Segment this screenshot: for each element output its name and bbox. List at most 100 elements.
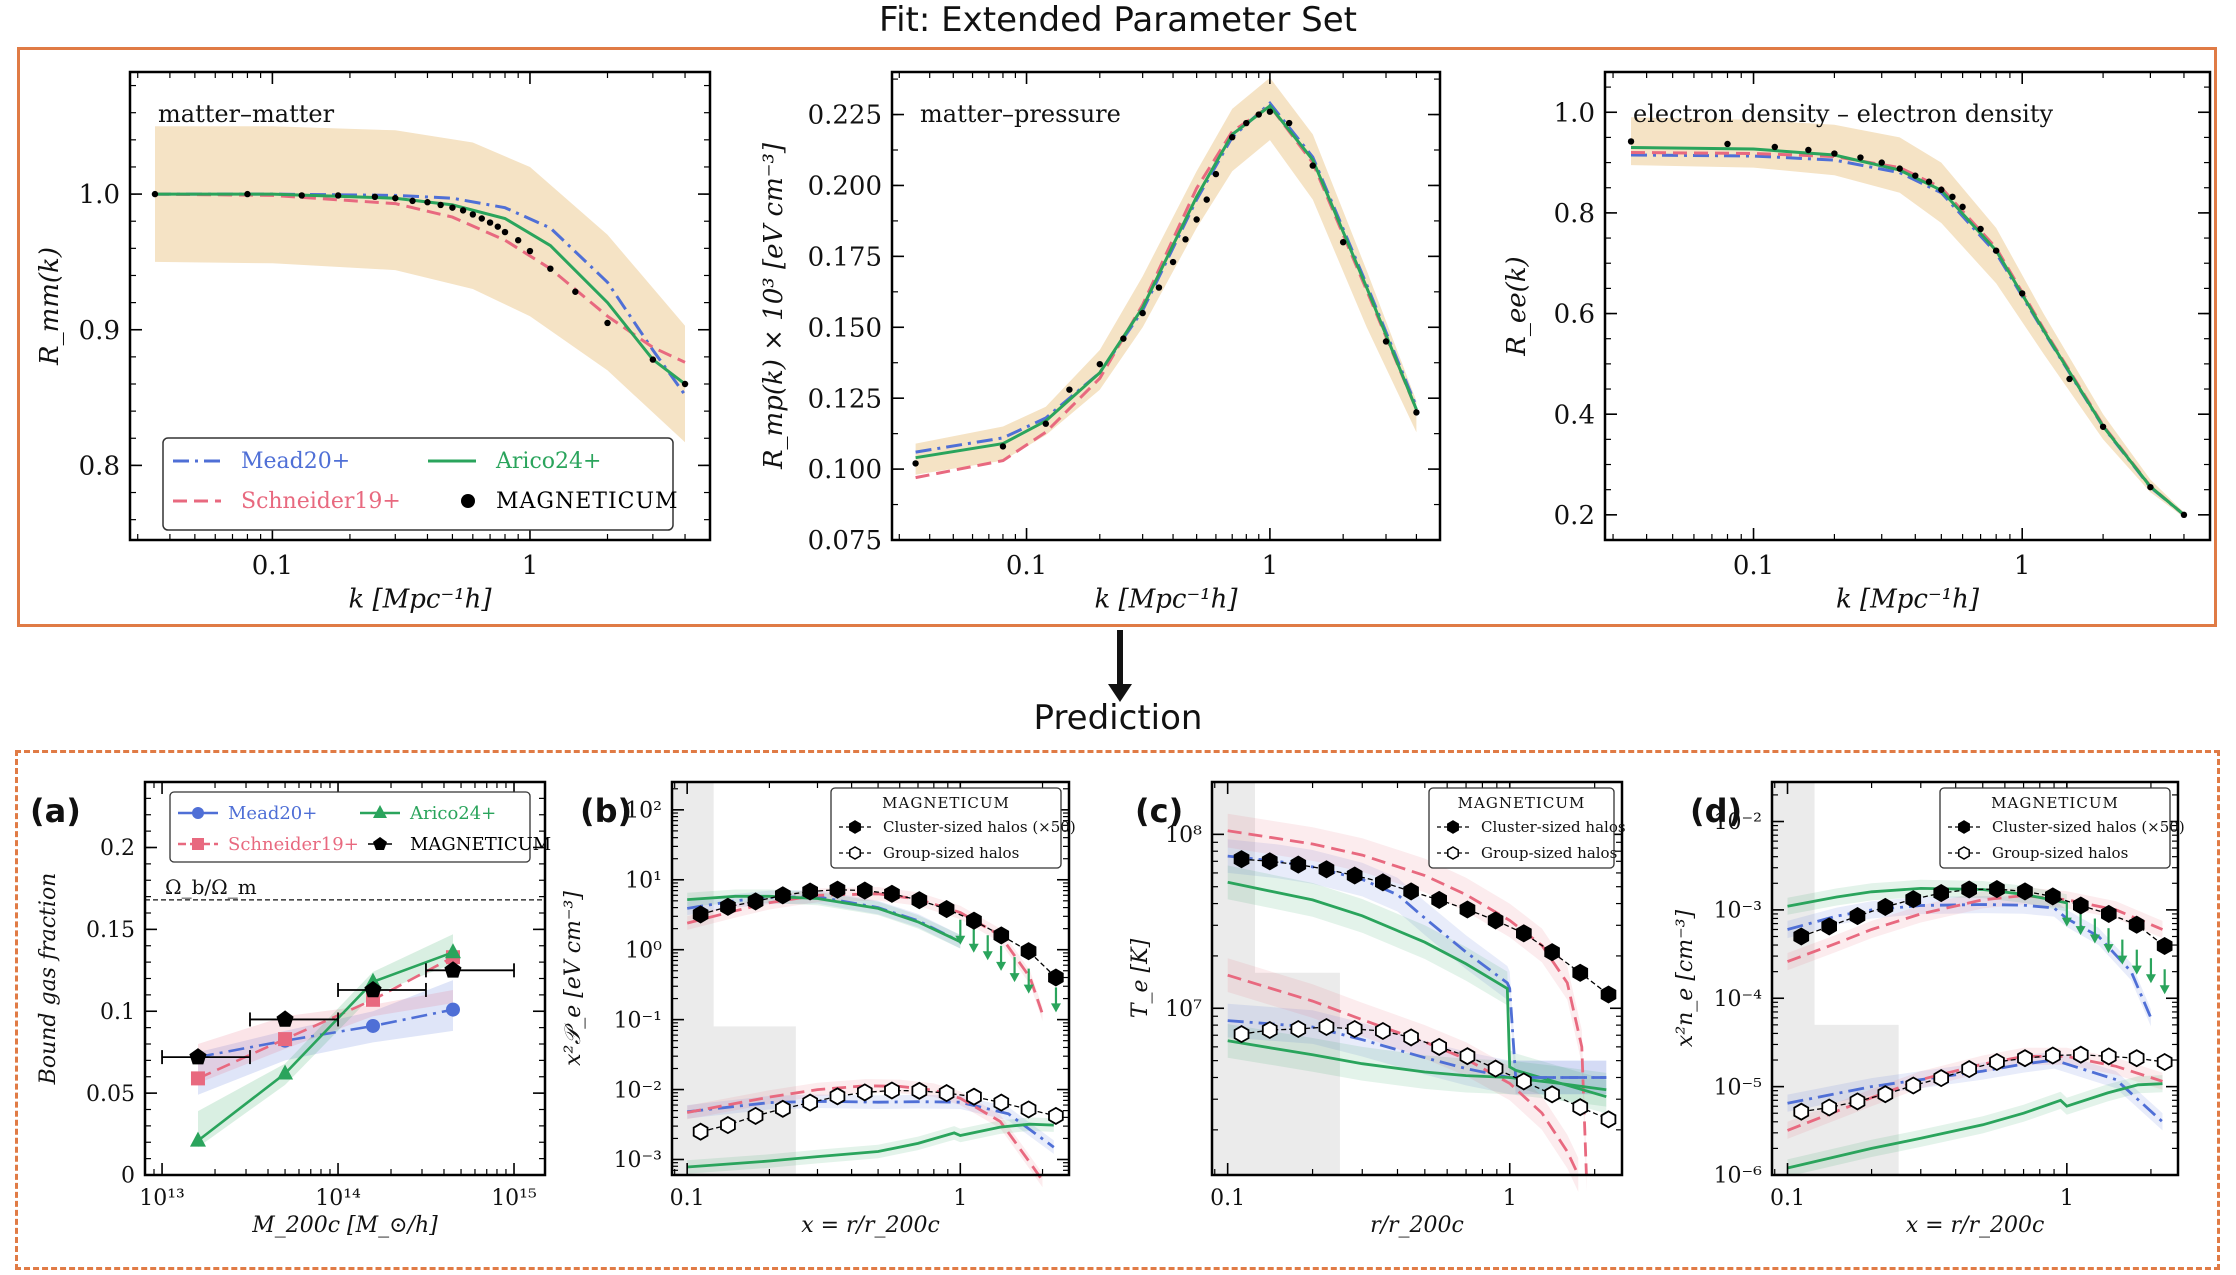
magneticum-point xyxy=(1413,409,1420,416)
upper-limit-arrowhead xyxy=(996,961,1007,971)
arico-point xyxy=(189,1131,206,1147)
legend-marker xyxy=(1447,820,1459,834)
model-line-arico24cluster xyxy=(1227,880,1607,1099)
magneticum-point xyxy=(1229,134,1236,141)
y-tick-label: 10¹ xyxy=(625,868,662,893)
magneticum-point xyxy=(547,265,554,272)
series-band xyxy=(198,934,453,1148)
y-tick-label: 0.125 xyxy=(808,384,882,414)
model-band xyxy=(1227,813,1587,1192)
magneticum-point xyxy=(1896,165,1903,172)
cluster-halo-point xyxy=(1020,942,1037,961)
magneticum-point xyxy=(604,319,611,327)
panel-label: (a) xyxy=(30,792,81,830)
model-band xyxy=(1227,958,1579,1192)
y-tick-label: 10⁸ xyxy=(1165,823,1202,848)
magneticum-point xyxy=(449,204,456,211)
model-band xyxy=(1787,896,2151,1027)
magneticum-point xyxy=(572,288,579,295)
magneticum-point xyxy=(486,219,494,226)
chart-matter-pressure: 0.1 1 0.075 0.100 0.125 0.150 0.175 0.200 0.225 k… xyxy=(759,70,1442,615)
legend-group-label: Group-sized halos xyxy=(883,844,1019,862)
model-line-arico24group xyxy=(1787,1082,2163,1170)
magneticum-point xyxy=(2019,290,2026,297)
magneticum-point xyxy=(371,193,379,200)
series-band xyxy=(198,980,453,1095)
y-tick-label: 0.1 xyxy=(100,1000,135,1025)
schneider-point xyxy=(190,1071,205,1086)
series-line-schneider19 xyxy=(915,103,1418,480)
magneticum-point xyxy=(1066,386,1073,393)
y-axis-label: Bound gas fraction xyxy=(36,873,61,1086)
cluster-halo-point xyxy=(2100,904,2117,923)
series-line xyxy=(197,951,454,1142)
magneticum-point xyxy=(1255,111,1262,118)
magneticum-point xyxy=(1771,143,1779,151)
chart-temperature-profile: 0.1 1 10⁷ 10⁸ r/r_200c T_e [K] (c) MAGNETICUM Cl… xyxy=(1128,780,1626,1238)
y-tick-label: 0.2 xyxy=(1554,501,1595,531)
cluster-halo-point xyxy=(1048,968,1064,987)
y-tick-label: 10⁻³ xyxy=(614,1148,662,1173)
magneticum-point xyxy=(392,194,399,202)
x-tick-label: 1 xyxy=(522,551,539,581)
x-tick-label: 10¹⁵ xyxy=(491,1186,537,1211)
legend-cluster-label: Cluster-sized halos xyxy=(1481,818,1626,836)
prediction-title: Prediction xyxy=(1033,698,1203,738)
cluster-halo-point xyxy=(1290,855,1307,874)
x-tick-label: 0.1 xyxy=(670,1186,705,1211)
x-tick-label: 0.1 xyxy=(1770,1186,1805,1211)
arico-point xyxy=(277,1064,294,1080)
y-axis-label: R_mm(k) xyxy=(35,247,65,366)
cluster-halo-point xyxy=(2017,882,2033,901)
magneticum-point xyxy=(1042,420,1050,427)
magneticum-point xyxy=(437,201,444,209)
chart-bound-gas-fraction: Ω_b/Ω_m 10¹³ 10¹⁴ 10¹⁵ 0 0.05 0.1 0.15 0.2 M_200c… xyxy=(30,780,551,1238)
y-tick-label: 10⁻² xyxy=(614,1078,662,1103)
cluster-halo-point xyxy=(1233,850,1250,869)
y-tick-label: 10⁰ xyxy=(625,938,662,963)
y-tick-label: 0.15 xyxy=(86,918,135,943)
y-axis-label: T_e [K] xyxy=(1128,938,1153,1018)
y-tick-label: 0.150 xyxy=(808,313,882,343)
x-tick-label: 1 xyxy=(1262,551,1279,581)
magneticum-point xyxy=(912,460,919,467)
chart-electron-density: 0.1 1 0.2 0.4 0.6 0.8 1.0 k [Mpc⁻¹h] R_ee(k) elec… xyxy=(1502,70,2212,615)
x-tick-label: 1 xyxy=(1503,1186,1517,1211)
group-halo-point xyxy=(1849,1092,1866,1111)
magneticum-point xyxy=(1193,216,1200,223)
cluster-halo-point xyxy=(966,911,982,930)
cluster-halo-point xyxy=(1487,911,1504,930)
magneticum-point xyxy=(276,1010,294,1027)
series-line-schneider19 xyxy=(154,192,686,364)
y-tick-label: 10² xyxy=(625,799,662,824)
y-tick-label: 10⁻² xyxy=(1714,810,1762,835)
magneticum-point xyxy=(1285,119,1293,127)
x-axis-label: x = r/r_200c xyxy=(1906,1213,2045,1238)
legend-label: MAGNETICUM xyxy=(410,834,551,855)
legend-marker xyxy=(192,807,204,819)
magneticum-point xyxy=(649,356,657,363)
magneticum-point xyxy=(2180,511,2188,519)
magneticum-point xyxy=(1382,338,1390,345)
group-halo-point xyxy=(747,1106,764,1125)
model-band xyxy=(1787,1051,2163,1131)
y-axis-label: x²𝒫_e [eV cm⁻³] xyxy=(561,891,586,1066)
chart-density-profile: 0.1 1 10⁻⁶ 10⁻⁵ 10⁻⁴ 10⁻³ 10⁻² x = r/r_200c x²n_… xyxy=(1673,780,2185,1238)
cluster-halo-point xyxy=(1877,897,1894,916)
panel-annotation: matter–pressure xyxy=(920,100,1121,128)
series-line-arico24 xyxy=(915,103,1418,460)
y-tick-label: 0 xyxy=(121,1164,135,1189)
model-line-mead20cluster xyxy=(686,895,961,943)
uncertainty-band xyxy=(915,77,1417,475)
x-axis-label: M_200c [M_⊙/h] xyxy=(251,1213,438,1238)
plot-frame xyxy=(1210,780,1624,1177)
cluster-halo-point xyxy=(2044,887,2061,906)
y-tick-label: 10⁻³ xyxy=(1714,899,1762,924)
magneticum-point xyxy=(244,190,251,198)
x-axis-label: k [Mpc⁻¹h] xyxy=(348,585,492,615)
cluster-halo-point xyxy=(1961,880,1978,899)
model-line-mead20group xyxy=(687,1099,1055,1149)
x-tick-label: 1 xyxy=(953,1186,967,1211)
group-halo-point xyxy=(1290,1019,1307,1039)
series-line-arico24 xyxy=(155,192,686,386)
